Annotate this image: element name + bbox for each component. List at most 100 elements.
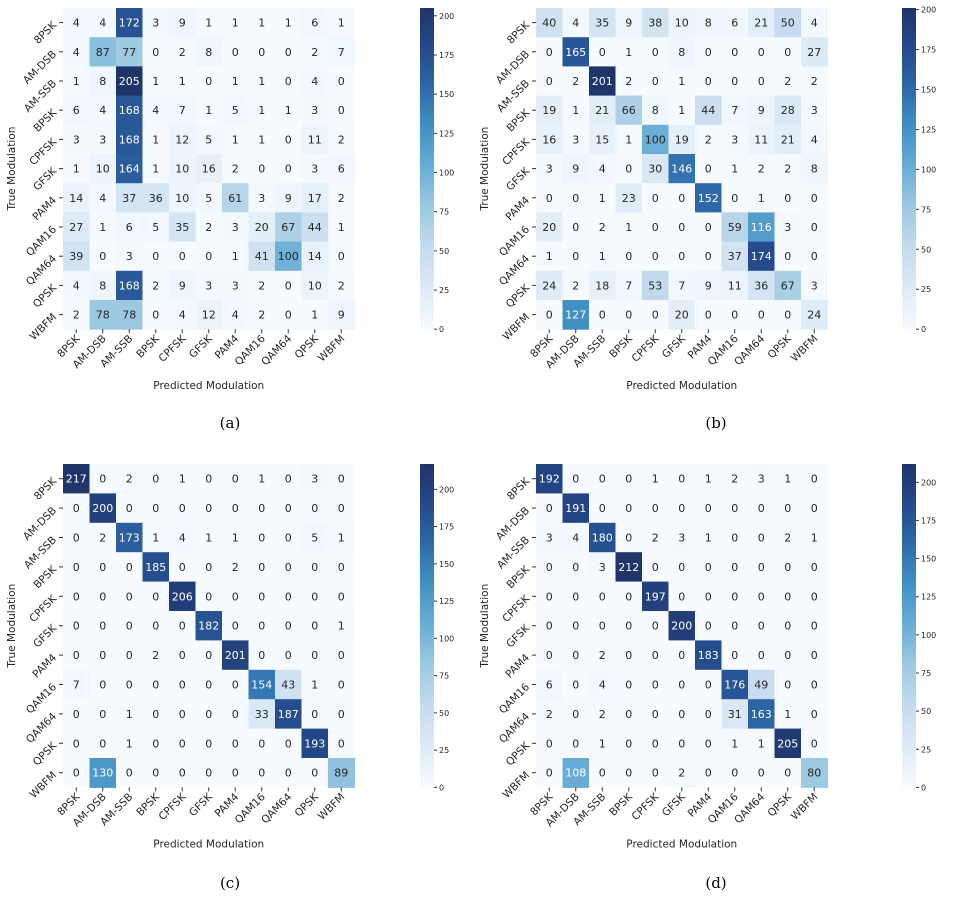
- cell-value-label: 0: [338, 250, 345, 263]
- cell-value-label: 0: [546, 737, 553, 750]
- cell-value-label: 18: [595, 279, 609, 292]
- heatmap-cell: [301, 124, 329, 155]
- heatmap-cell: [89, 212, 117, 243]
- cell-value-label: 0: [572, 221, 579, 234]
- heatmap-cell: [275, 95, 302, 126]
- heatmap-cell: [116, 95, 143, 126]
- heatmap-cell: [142, 699, 170, 730]
- heatmap-panel: 4 4 172 3 9 1 1 1 1 6 14 87 77 0 2 8 0 0 0 2 71 8 205 1 1 0 1 1 0 4 06…: [6, 8, 454, 432]
- heatmap-cell: [248, 522, 276, 553]
- cell-value-label: 0: [258, 620, 265, 633]
- heatmap-cell: [748, 154, 775, 184]
- cell-value-label: 7: [179, 104, 186, 117]
- cell-value-label: 36: [149, 192, 163, 205]
- cell-value-label: 0: [179, 679, 186, 692]
- colorbar-tick-label: 75: [921, 205, 931, 214]
- heatmap-cell: [142, 270, 170, 301]
- cell-value-label: 0: [705, 590, 712, 603]
- heatmap-cell: [721, 699, 749, 730]
- cell-value-label: 0: [758, 561, 765, 574]
- heatmap-cell: [63, 300, 90, 330]
- cell-value-label: 2: [784, 75, 791, 88]
- cell-value-label: 0: [625, 590, 632, 603]
- cell-value-label: 1: [205, 17, 212, 30]
- cell-value-label: 182: [198, 620, 219, 633]
- heatmap-cell: [774, 669, 802, 700]
- cell-value-label: 0: [678, 221, 685, 234]
- heatmap-cell: [89, 154, 117, 184]
- heatmap-cell: [301, 183, 329, 213]
- heatmap-cell: [801, 552, 828, 583]
- heatmap-cell: [642, 37, 669, 67]
- heatmap-cell: [89, 270, 117, 301]
- heatmap-cell: [169, 522, 196, 553]
- cell-value-label: 1: [546, 250, 553, 263]
- heatmap-cell: [195, 640, 223, 671]
- heatmap-cell: [222, 66, 249, 97]
- cell-value-label: 0: [625, 250, 632, 263]
- heatmap-cell: [248, 611, 276, 641]
- heatmap-cell: [301, 66, 329, 97]
- x-tick-label: GFSK: [660, 790, 689, 819]
- y-tick-label: QAM64: [24, 710, 59, 745]
- colorbar-tick-label: 100: [921, 631, 936, 640]
- cell-value-label: 0: [99, 708, 106, 721]
- heatmap-cell: [668, 611, 696, 641]
- cell-value-label: 37: [728, 250, 742, 263]
- heatmap-cell: [195, 581, 223, 612]
- cell-value-label: 0: [205, 473, 212, 486]
- colorbar-tick-label: 75: [439, 672, 449, 681]
- heatmap-cell: [328, 728, 355, 759]
- heatmap-cell: [801, 669, 828, 700]
- heatmap-cell: [248, 581, 276, 612]
- cell-value-label: 0: [678, 708, 685, 721]
- heatmap-cell: [195, 270, 223, 301]
- heatmap-cell: [116, 728, 143, 759]
- colorbar-tick-label: 50: [921, 245, 931, 254]
- cell-value-label: 0: [784, 679, 791, 692]
- cell-value-label: 0: [572, 679, 579, 692]
- heatmap-cell: [222, 154, 249, 184]
- heatmap-cell: [615, 37, 643, 67]
- cell-value-label: 201: [225, 649, 246, 662]
- cell-value-label: 1: [705, 473, 712, 486]
- heatmap-cell: [589, 493, 616, 524]
- cell-value-label: 100: [645, 133, 666, 146]
- cell-value-label: 0: [285, 767, 292, 780]
- cell-value-label: 0: [758, 309, 765, 322]
- heatmap-cell: [721, 270, 749, 301]
- heatmap-cell: [116, 611, 143, 641]
- cell-value-label: 1: [784, 708, 791, 721]
- colorbar-tick-label: 25: [921, 745, 931, 754]
- cell-value-label: 0: [73, 708, 80, 721]
- heatmap-cell: [248, 8, 276, 38]
- heatmap-cell: [589, 728, 616, 759]
- heatmap-cell: [142, 183, 170, 213]
- heatmap-cell: [774, 212, 802, 243]
- cell-value-label: 1: [338, 620, 345, 633]
- heatmap-cell: [721, 183, 749, 213]
- heatmap-cell: [801, 270, 828, 301]
- y-tick-label: GFSK: [31, 164, 60, 193]
- heatmap-cell: [748, 552, 775, 583]
- cell-value-label: 2: [73, 309, 80, 322]
- y-tick-label: WBFM: [501, 311, 533, 343]
- x-tick-label: CPFSK: [629, 332, 662, 365]
- cell-value-label: 2: [338, 192, 345, 205]
- heatmap-cell: [562, 124, 590, 155]
- colorbar-tick-label: 200: [439, 12, 454, 21]
- heatmap-cell: [589, 183, 616, 213]
- cell-value-label: 1: [179, 473, 186, 486]
- cell-value-label: 9: [625, 17, 632, 30]
- cell-value-label: 2: [126, 473, 133, 486]
- cell-value-label: 0: [625, 767, 632, 780]
- cell-value-label: 0: [258, 502, 265, 515]
- heatmap-cell: [536, 300, 563, 330]
- heatmap-cell: [195, 241, 223, 272]
- cell-value-label: 0: [678, 192, 685, 205]
- heatmap-cell: [63, 611, 90, 641]
- heatmap-cell: [801, 95, 828, 126]
- cell-value-label: 12: [202, 309, 216, 322]
- cell-value-label: 0: [546, 590, 553, 603]
- heatmap-cell: [748, 640, 775, 671]
